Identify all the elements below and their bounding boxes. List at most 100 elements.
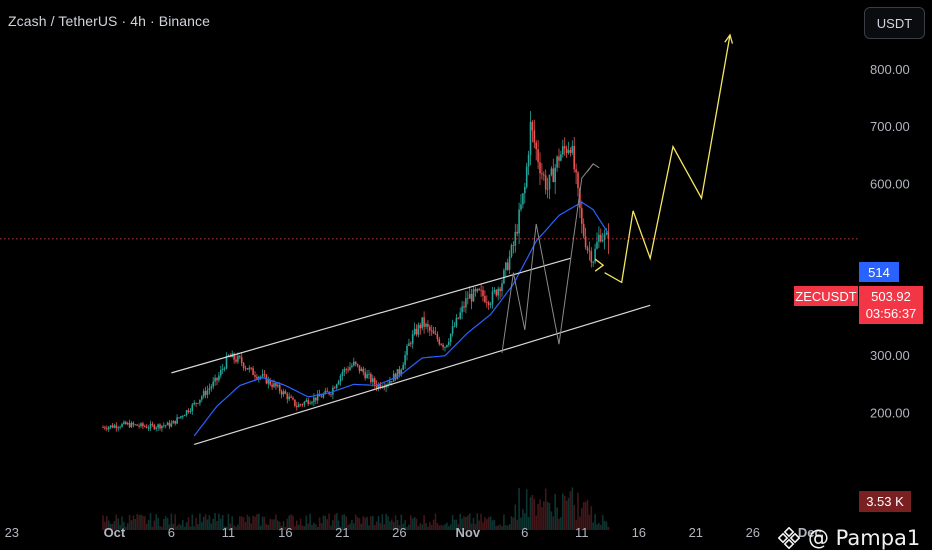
volume-bar [584, 501, 587, 530]
candle-body [307, 400, 309, 404]
volume-bar [174, 514, 176, 530]
x-axis-tick-label: 21 [335, 525, 349, 540]
volume-bar [524, 513, 526, 530]
volume-bar [258, 513, 260, 530]
volume-bar [170, 513, 173, 530]
volume-bar [533, 498, 536, 530]
candle-body [586, 247, 589, 251]
channel-lower-line [194, 304, 651, 446]
candle-body [345, 368, 347, 370]
volume-bar [315, 524, 317, 530]
volume-bar [525, 489, 528, 530]
candle-body [377, 384, 380, 389]
candle-body [417, 324, 420, 335]
historical-zigzag-arrowhead [586, 163, 600, 173]
volume-bar [271, 519, 273, 530]
volume-bar [495, 525, 498, 530]
candle-body [174, 420, 176, 424]
volume-bar [354, 514, 357, 530]
candle-body [429, 326, 431, 331]
volume-bar [385, 513, 387, 530]
volume-bar [535, 515, 537, 530]
volume-bar [423, 515, 425, 530]
candle-body [292, 397, 294, 400]
volume-bar [311, 524, 313, 530]
candle-body [168, 422, 171, 427]
volume-bar [379, 523, 382, 530]
volume-bar [459, 513, 461, 530]
candle-body [254, 375, 256, 377]
volume-bar [248, 516, 251, 530]
volume-bar [436, 523, 439, 530]
volume-bar [560, 517, 562, 530]
candle-body [436, 334, 439, 340]
volume-bar [178, 523, 180, 530]
volume-bar [218, 513, 220, 530]
candle-body [465, 298, 467, 308]
candle-body [220, 369, 222, 376]
volume-bar [590, 506, 593, 530]
candle-body [396, 369, 399, 380]
candle-body [195, 402, 197, 404]
candle-body [410, 343, 412, 345]
candle-body [248, 367, 251, 370]
volume-bar [328, 513, 330, 530]
volume-bar [305, 515, 308, 530]
volume-bar [286, 518, 289, 530]
volume-bar [579, 516, 581, 530]
candle-body [282, 391, 285, 395]
candle-body [571, 146, 574, 153]
volume-bar [573, 504, 575, 530]
candle-body [493, 290, 496, 292]
volume-bar [297, 524, 300, 530]
volume-bar [449, 524, 452, 530]
volume-bar [109, 523, 112, 530]
candle-body [151, 423, 154, 425]
candle-body [468, 294, 471, 299]
candle-body [383, 387, 385, 388]
candle-body [470, 294, 473, 302]
volume-bar [569, 491, 572, 530]
candle-body [467, 298, 469, 300]
candle-body [113, 425, 116, 428]
candle-body [227, 355, 230, 357]
volume-bar [121, 516, 123, 530]
candle-body [269, 379, 271, 385]
candle-body [366, 374, 368, 379]
volume-bar [277, 520, 279, 530]
volume-bar [370, 516, 372, 530]
x-axis-tick-label: Dec [798, 525, 822, 540]
volume-bar [499, 524, 501, 530]
volume-bar [550, 511, 553, 530]
candle-body [518, 209, 520, 234]
candle-body [182, 416, 184, 417]
volume-bar [558, 518, 560, 530]
volume-bar [227, 513, 230, 530]
candle-body [199, 399, 201, 404]
volume-bar [155, 514, 157, 530]
candle-body [480, 289, 482, 291]
volume-bar [132, 515, 135, 530]
volume-bar [301, 525, 304, 530]
candle-body [577, 172, 579, 189]
y-axis-tick-label: 200.00 [870, 405, 910, 420]
volume-bar [430, 524, 433, 530]
currency-button[interactable]: USDT [864, 7, 925, 39]
candle-body [159, 424, 161, 429]
volume-bar [389, 521, 391, 530]
volume-bar [324, 515, 327, 530]
volume-bar [582, 502, 585, 530]
candle-body [239, 355, 241, 358]
candle-body [486, 301, 488, 303]
volume-bar [128, 514, 131, 530]
volume-bar [292, 515, 294, 530]
volume-bar [235, 526, 237, 530]
candle-body [128, 423, 131, 428]
candle-body [144, 426, 146, 427]
candle-body [573, 146, 575, 170]
candle-body [216, 377, 218, 381]
volume-bar [119, 525, 121, 530]
volume-bar [455, 519, 458, 530]
